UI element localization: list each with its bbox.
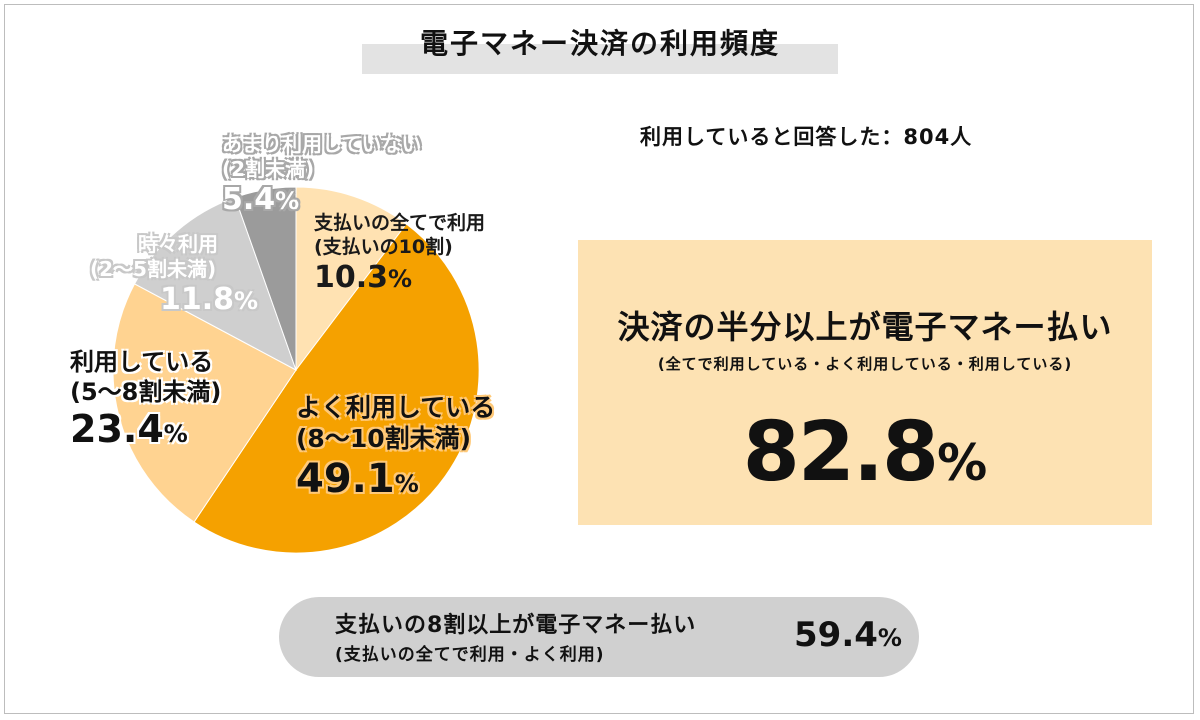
slice-label-use-value: 23.4% xyxy=(70,407,221,453)
slice-label-some-number: 11.8 xyxy=(160,282,235,317)
slice-label-some-line1: 時々利用 xyxy=(138,232,218,256)
summary-subheading: (全てで利用している・よく利用している・利用している) xyxy=(657,355,1073,373)
pill-heading: 支払いの8割以上が電子マネー払い xyxy=(335,613,697,638)
title-underline-bar xyxy=(362,44,838,74)
pill-unit: % xyxy=(877,624,902,652)
slice-label-often-line1: よく利用している xyxy=(296,393,496,422)
summary-value: 82.8% xyxy=(578,405,1152,500)
chart-title: 電子マネー決済の利用頻度 xyxy=(419,27,780,60)
slice-label-all-line1: 支払いの全てで利用 xyxy=(314,212,486,234)
slice-label-rare-value: 5.4% xyxy=(222,182,421,218)
slice-label-rare-unit: % xyxy=(275,187,300,215)
slice-label-often-line2: (8〜10割未満) xyxy=(296,424,472,454)
slice-label-rare-line2: (2割未満) xyxy=(222,157,315,181)
pill-number: 59.4 xyxy=(794,615,878,655)
summary-heading: 決済の半分以上が電子マネー払い xyxy=(617,308,1113,346)
slice-label-often-number: 49.1 xyxy=(296,455,395,502)
slice-label-all-unit: % xyxy=(388,264,413,293)
slice-label-all: 支払いの全てで利用 (支払いの10割) 10.3% xyxy=(314,212,485,296)
slice-label-use: 利用している (5〜8割未満) 23.4% xyxy=(70,347,221,453)
summary-box: 決済の半分以上が電子マネー払い (全てで利用している・よく利用している・利用して… xyxy=(578,240,1152,525)
slice-label-use-number: 23.4 xyxy=(70,407,164,451)
pill-value: 59.4% xyxy=(794,615,902,655)
slice-label-all-value: 10.3% xyxy=(314,260,485,296)
pie-slice-all xyxy=(295,186,408,372)
slice-label-some-unit: % xyxy=(234,287,259,315)
slice-label-use-line2: (5〜8割未満) xyxy=(70,378,222,406)
slice-label-often-value: 49.1% xyxy=(296,455,495,503)
slice-label-rare: あまり利用していない (2割未満) 5.4% xyxy=(222,132,421,218)
slice-label-use-line1: 利用している xyxy=(70,348,214,376)
slice-label-all-number: 10.3 xyxy=(314,259,389,295)
pie-slice-rare xyxy=(234,186,297,371)
slice-label-rare-line1: あまり利用していない xyxy=(222,132,422,156)
chart-frame xyxy=(4,4,1194,714)
pill-subheading: (支払いの全てで利用・よく利用) xyxy=(335,645,605,665)
slice-label-use-unit: % xyxy=(163,420,188,448)
pie-slice-use xyxy=(112,283,297,523)
slice-label-rare-number: 5.4 xyxy=(222,182,276,217)
summary-number: 82.8 xyxy=(742,405,939,500)
slice-label-all-line2: (支払いの10割) xyxy=(314,235,453,258)
slice-label-some-line2: (2〜5割未満) xyxy=(90,257,217,281)
slice-label-some-value: 11.8% xyxy=(90,282,258,318)
summary-unit: % xyxy=(937,434,988,492)
slice-label-often-unit: % xyxy=(394,469,419,498)
highlight-pill: 支払いの8割以上が電子マネー払い (支払いの全てで利用・よく利用) 59.4% xyxy=(279,597,919,677)
pie-slice-some xyxy=(133,196,297,372)
slice-label-often: よく利用している (8〜10割未満) 49.1% xyxy=(296,392,495,503)
slice-label-some: 時々利用 (2〜5割未満) 11.8% xyxy=(90,232,258,318)
pie-slice-often xyxy=(193,223,480,554)
respondent-count: 利用していると回答した：804人 xyxy=(640,125,973,149)
